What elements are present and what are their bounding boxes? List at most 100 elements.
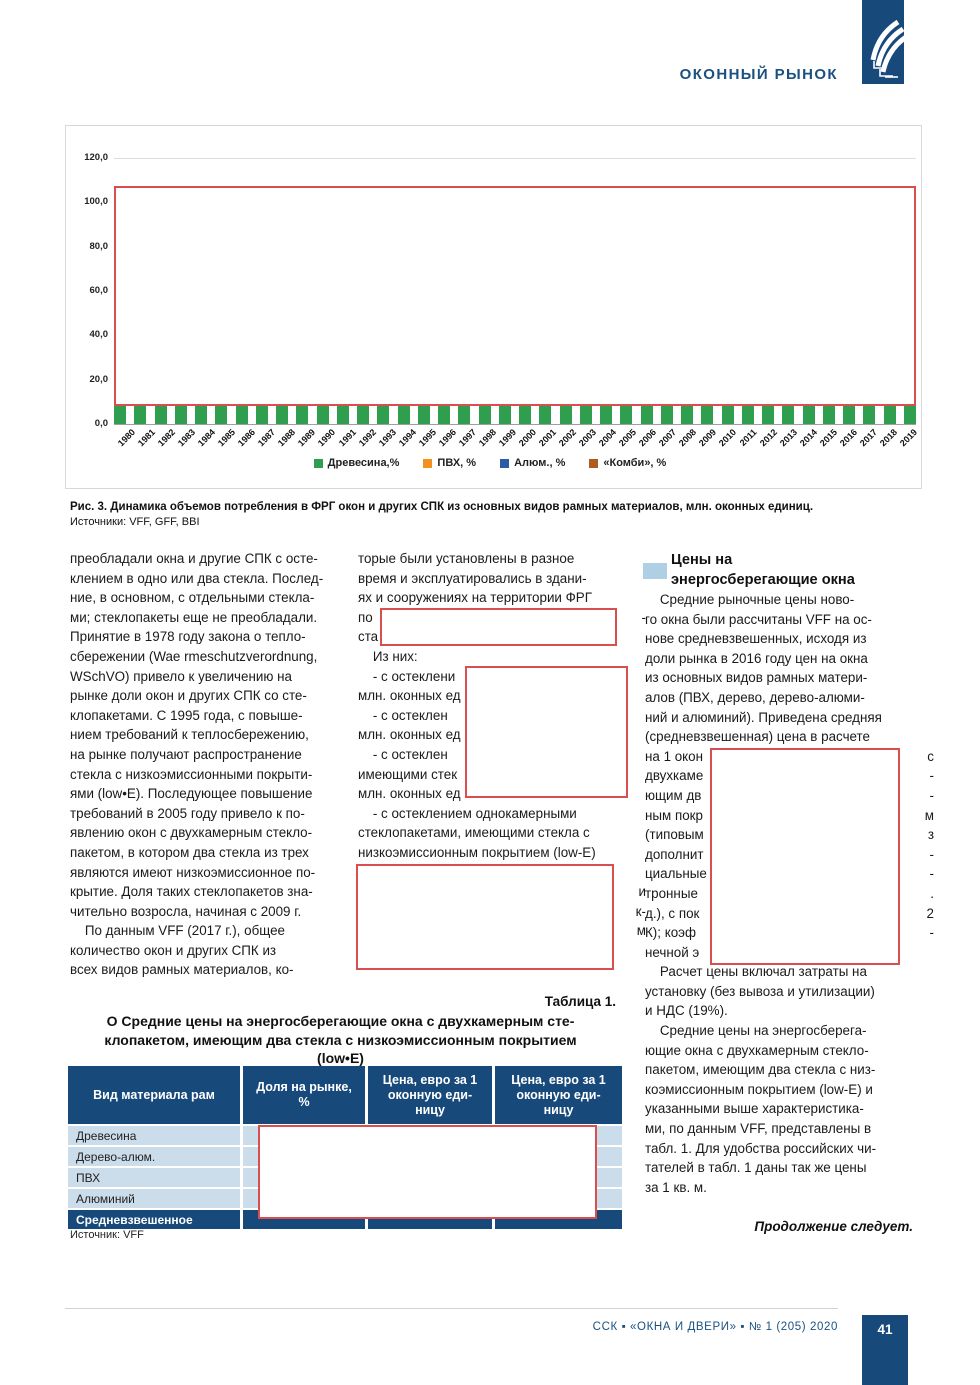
text-line-left: тателей в табл. 1 даны так же цены bbox=[645, 1160, 867, 1176]
text-line: рынке доли окон и других СПК со сте- bbox=[70, 688, 355, 708]
text-line: ях и сооружениях на территории ФРГ bbox=[358, 590, 646, 610]
bar-wood bbox=[701, 406, 714, 424]
text-line: нове средневзвешенных, исходя из bbox=[645, 631, 934, 651]
gridline bbox=[114, 158, 916, 159]
text-line-left: пакетом, имеющим два стекла с низ- bbox=[645, 1062, 876, 1078]
text-line: тронные. bbox=[645, 886, 934, 906]
text-line: чительно возросла, начиная с 2009 г. bbox=[70, 904, 355, 924]
x-tick: 1987 bbox=[254, 426, 277, 460]
text-line-left: имеющими стек bbox=[358, 766, 458, 782]
legend-item: Древесина,% bbox=[313, 457, 399, 469]
text-line-left: стеклопакетами, имеющими стекла с bbox=[358, 825, 590, 841]
footer-rule bbox=[65, 1308, 838, 1309]
text-line: табл. 1. Для удобства российских чи- bbox=[645, 1141, 934, 1161]
text-line-left: двухкаме bbox=[645, 768, 704, 784]
bar-wood bbox=[741, 406, 754, 424]
section-title: ОКОННЫЙ РЫНОК bbox=[679, 66, 838, 83]
text-line-left: - с остеклен bbox=[358, 707, 448, 723]
text-line-left: По данным VFF (2017 г.), общее bbox=[70, 923, 286, 939]
text-line: ями (low•E). Последующее повышение bbox=[70, 786, 355, 806]
x-tick: 1985 bbox=[214, 426, 237, 460]
bar-wood bbox=[721, 406, 734, 424]
text-line: м bbox=[358, 923, 646, 943]
text-line: стекла с низкоэмиссионными покрыти- bbox=[70, 767, 355, 787]
text-line: Из них: bbox=[358, 649, 646, 669]
bar-wood bbox=[377, 406, 390, 424]
text-line-left: всех видов рамных материалов, ко- bbox=[70, 962, 294, 978]
text-line-left: на рынке получают распространение bbox=[70, 746, 302, 762]
text-line: Расчет цены включал затраты на bbox=[645, 964, 934, 984]
redaction-box-col2-b bbox=[465, 666, 628, 798]
text-line: пакетом, имеющим два стекла с низ- bbox=[645, 1062, 934, 1082]
highlight-marker bbox=[643, 563, 667, 579]
bar-wood bbox=[336, 406, 349, 424]
text-line-left: млн. оконных ед bbox=[358, 727, 461, 743]
bar-wood bbox=[458, 406, 471, 424]
bar-wood bbox=[417, 406, 430, 424]
x-tick: 1996 bbox=[435, 426, 458, 460]
x-tick: 2005 bbox=[615, 426, 638, 460]
table-row-label: Дерево-алюм. bbox=[68, 1147, 240, 1166]
text-line: ми, по данным VFF, представлены в bbox=[645, 1121, 934, 1141]
text-line-left: Средние рыночные цены ново- bbox=[645, 592, 855, 607]
text-line: ющие окна с двухкамерным стекло- bbox=[645, 1043, 934, 1063]
text-line-left: тронные bbox=[645, 885, 698, 901]
text-line-right-fragment: . bbox=[930, 885, 934, 901]
legend-label: Алюм., % bbox=[514, 457, 566, 469]
text-line: явлению окон с двухкамерным стекло- bbox=[70, 825, 355, 845]
text-line-left: нием требований к теплосбережению, bbox=[70, 727, 309, 743]
legend-label: ПВХ, % bbox=[437, 457, 477, 469]
text-line-left: сбережении (Wae rmeschutzverordnung, bbox=[70, 648, 318, 664]
text-column-3: Цены на энергосберегающие окна Средние р… bbox=[643, 551, 934, 1199]
subheading-line: энергосберегающие окна bbox=[671, 571, 855, 588]
x-tick: 2002 bbox=[555, 426, 578, 460]
text-line-right-fragment: - bbox=[929, 846, 934, 862]
table-header-cell: Вид материала рам bbox=[68, 1066, 240, 1124]
x-tick: 2016 bbox=[836, 426, 859, 460]
x-tick: 2009 bbox=[695, 426, 718, 460]
text-line-right-fragment: и bbox=[638, 884, 646, 900]
x-tick: 2015 bbox=[816, 426, 839, 460]
redaction-box-col2-c bbox=[356, 864, 614, 970]
text-line-left: на 1 окон bbox=[645, 748, 704, 764]
text-line-left: клением в одно или два стекла. Послед- bbox=[70, 570, 324, 586]
text-line: ющим дв - bbox=[645, 788, 934, 808]
text-line: клопакетами. С 1995 года, с повыше- bbox=[70, 708, 355, 728]
x-tick: 2014 bbox=[796, 426, 818, 460]
text-line-left: млн. оконных ед bbox=[358, 786, 461, 802]
text-line-left: крытие. Доля таких стеклопакетов зна- bbox=[70, 884, 313, 900]
bar-wood bbox=[903, 406, 916, 424]
text-line-left: за 1 кв. м. bbox=[645, 1179, 707, 1195]
legend-item: Алюм., % bbox=[500, 457, 565, 469]
text-line: пакетом, в котором два стекла из трех bbox=[70, 845, 355, 865]
text-line: По данным VFF (2017 г.), общее bbox=[70, 923, 355, 943]
text-line-left: пакетом, в котором два стекла из трех bbox=[70, 844, 309, 860]
bar-wood bbox=[316, 406, 329, 424]
x-tick: 1994 bbox=[395, 426, 418, 460]
text-line-left: доли рынка в 2016 году цен на окна bbox=[645, 650, 868, 666]
bar-wood bbox=[762, 406, 774, 424]
text-line: на 1 окон с bbox=[645, 749, 934, 769]
text-line-left: ях и сооружениях на территории ФРГ bbox=[358, 590, 592, 606]
text-line: требований в 2005 году привело к по- bbox=[70, 806, 355, 826]
y-tick-label: 40,0 bbox=[89, 329, 109, 341]
text-line: (типовым з bbox=[645, 827, 934, 847]
text-line: преобладали окна и другие СПК с осте- bbox=[70, 551, 355, 571]
text-line: ста bbox=[358, 629, 646, 649]
text-line-left: торые были установлены в разное bbox=[358, 551, 575, 566]
bar-wood bbox=[235, 406, 248, 424]
x-tick: 2003 bbox=[575, 426, 598, 460]
text-line-left: (средневзвешенная) цена в расчете bbox=[645, 729, 870, 745]
text-line-left: (типовым bbox=[645, 827, 704, 843]
redaction-box-col2-a bbox=[380, 608, 617, 646]
text-line-left: время и эксплуатировались в здани- bbox=[358, 570, 587, 586]
y-tick-label: 20,0 bbox=[89, 373, 109, 385]
x-tick: 1984 bbox=[194, 426, 217, 460]
text-line-left: ющим дв bbox=[645, 787, 702, 803]
legend-swatch bbox=[589, 458, 599, 468]
text-line: ний и алюминий). Приведена средняя bbox=[645, 710, 934, 730]
text-column-3-lines: Средние рыночные цены ново-го окна были … bbox=[645, 592, 934, 1199]
text-line-left: ями (low•E). Последующее повышение bbox=[70, 786, 313, 802]
text-line: ние, в основном, с отдельными стекла- bbox=[70, 590, 355, 610]
text-line-left: млн. оконных ед bbox=[358, 688, 461, 704]
